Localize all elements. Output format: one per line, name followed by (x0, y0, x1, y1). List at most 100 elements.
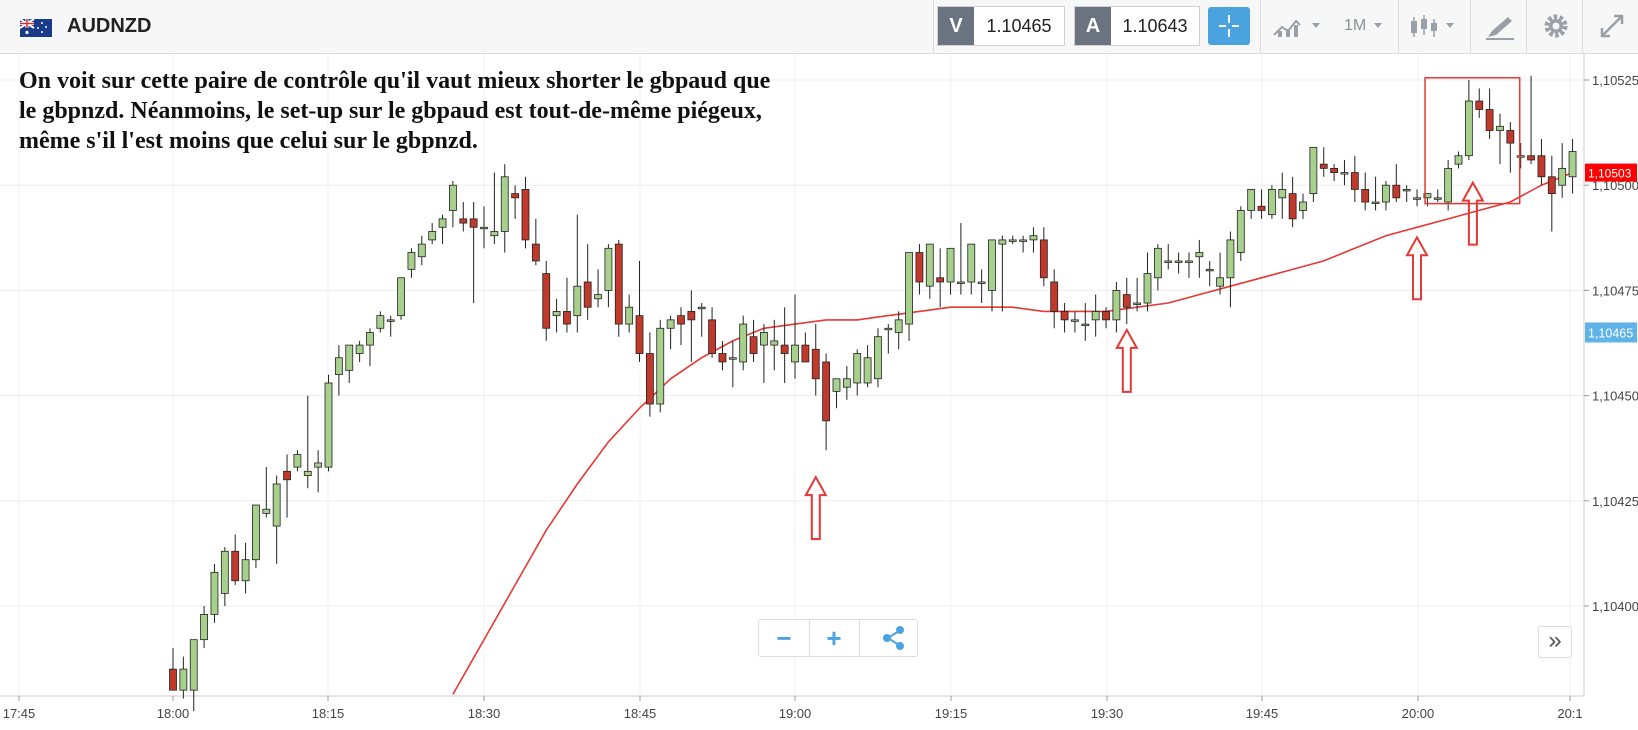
candle-bearish (708, 319, 716, 354)
candle-bearish (469, 218, 478, 228)
candle-bearish (1257, 205, 1266, 211)
candle-bullish (998, 239, 1007, 245)
crosshair-button[interactable] (1208, 7, 1250, 45)
candle-bullish (252, 504, 260, 561)
candle-bullish (697, 306, 706, 310)
toolbar: AUDNZD V 1.10465 A 1.10643 1M (0, 0, 1638, 54)
annotation-line: le gbpnzd. Néanmoins, le set-up sur le g… (19, 98, 762, 124)
candle-bullish (604, 247, 613, 291)
share-button[interactable] (869, 620, 919, 658)
y-tick-label: 1,10500 (1592, 178, 1638, 193)
candle-bearish (521, 189, 530, 241)
candle-bullish (666, 319, 675, 329)
candle-bearish (677, 315, 685, 325)
indicator-dropdown[interactable] (1270, 7, 1330, 45)
y-tick-label: 1,10525 (1592, 73, 1638, 88)
toolbar-divider (1260, 0, 1261, 54)
candle-bullish (1216, 277, 1224, 287)
annotation-line: même s'il l'est moins que celui sur le g… (19, 128, 478, 154)
toolbar-divider (1526, 0, 1527, 54)
ma-price-label: 1,10503 (1588, 167, 1632, 181)
candle-bullish (1029, 235, 1038, 241)
candle-bullish (272, 483, 281, 527)
candle-bearish (1527, 155, 1535, 161)
zoom-out-button[interactable]: − (759, 620, 810, 656)
candle-bearish (563, 311, 571, 325)
chart-type-dropdown[interactable] (1406, 7, 1466, 45)
x-tick-label: 19:45 (1246, 706, 1279, 721)
price-chart[interactable]: 1,10525 1,10500 1,10475 1,10450 1,10425 1,104… (0, 54, 1638, 730)
candle-bearish (1475, 100, 1484, 110)
x-tick-label: 18:30 (468, 706, 501, 721)
candle-bullish (1236, 210, 1245, 253)
candle-bearish (801, 344, 810, 363)
candle-bullish (791, 344, 799, 363)
candle-bullish (334, 357, 343, 375)
candle-bearish (531, 243, 540, 262)
candle-bullish (842, 378, 851, 388)
candle-bullish (573, 285, 582, 317)
candle-bullish (853, 353, 862, 384)
fullscreen-button[interactable] (1590, 7, 1634, 45)
settings-button[interactable] (1534, 7, 1578, 45)
toolbar-divider (1582, 0, 1583, 54)
candle-bullish (1309, 146, 1318, 195)
annotation-arrow (1405, 235, 1429, 301)
candle-bullish (760, 332, 768, 346)
candle-bearish (459, 218, 468, 224)
candle-bullish (863, 357, 872, 384)
candle-bullish (1413, 197, 1421, 200)
x-tick-label: 20:1 (1557, 706, 1582, 721)
candle-bullish (625, 306, 634, 325)
candle-bullish (345, 344, 354, 371)
candle-bullish (1496, 125, 1504, 131)
draw-button[interactable] (1478, 7, 1522, 45)
candle-bullish (210, 571, 219, 615)
candle-bullish (220, 550, 229, 594)
candle-bullish (656, 327, 665, 405)
toolbar-divider (1398, 0, 1399, 54)
candle-bullish (905, 252, 913, 325)
candle-bearish (718, 353, 727, 363)
candle-bullish (1081, 323, 1090, 326)
candle-bullish (1153, 247, 1162, 279)
candle-bullish (1402, 189, 1411, 192)
y-tick-label: 1,10450 (1592, 389, 1638, 404)
x-tick-label: 19:15 (935, 706, 968, 721)
candle-bearish (1350, 172, 1359, 190)
candle-bullish (967, 243, 976, 283)
candle-bearish (1537, 155, 1546, 178)
ma-price-tag (1585, 163, 1637, 182)
y-tick-label: 1,10475 (1592, 283, 1638, 298)
candle-bullish (1008, 239, 1017, 242)
candle-bullish (1423, 193, 1432, 199)
candle-bullish (293, 454, 302, 468)
zoom-in-button[interactable]: + (809, 620, 860, 656)
zoom-controls: − + (758, 619, 918, 657)
candle-bullish (1091, 311, 1100, 321)
scroll-to-latest-button[interactable]: » (1538, 626, 1572, 658)
y-tick-label: 1,10400 (1592, 599, 1638, 614)
annotation-text: On voit sur cette paire de contrôle qu'i… (19, 66, 909, 156)
candle-bearish (645, 353, 654, 405)
candle-bullish (1382, 184, 1390, 203)
candle-bearish (511, 193, 520, 199)
indicator-icon (1273, 19, 1320, 37)
candle-bullish (189, 639, 198, 691)
crosshair-icon (1219, 15, 1239, 37)
buy-price: 1.10643 (1122, 16, 1188, 36)
candle-bullish (894, 319, 903, 333)
candle-bearish (1102, 311, 1110, 321)
candle-bearish (915, 252, 924, 283)
candle-bearish (1060, 311, 1069, 321)
sell-price-button[interactable]: V 1.10465 (937, 6, 1065, 46)
candle-bearish (1288, 193, 1297, 220)
candle-bullish (770, 340, 779, 346)
timeframe-dropdown[interactable]: 1M (1336, 7, 1392, 45)
candle-bullish (1454, 155, 1463, 165)
candle-bearish (635, 315, 644, 354)
candle-bullish (1112, 289, 1121, 321)
candle-bullish (977, 281, 986, 284)
buy-price-button[interactable]: A 1.10643 (1074, 6, 1200, 46)
candle-bearish (1547, 176, 1556, 195)
